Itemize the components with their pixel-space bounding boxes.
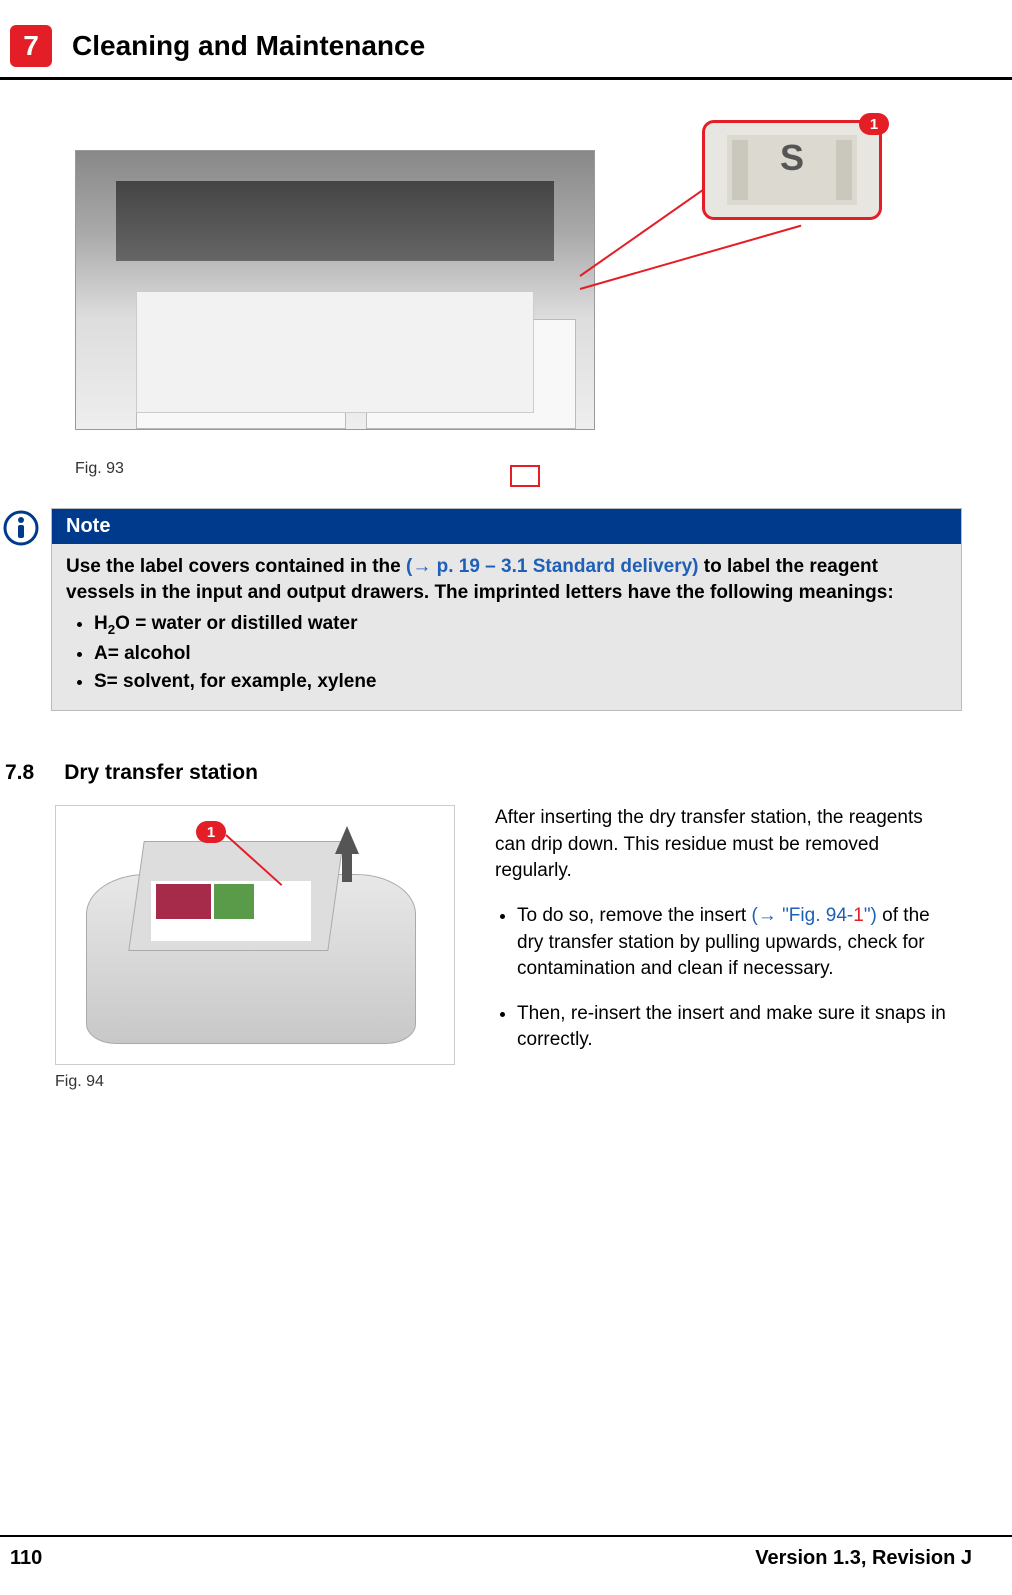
up-arrow-icon bbox=[335, 826, 359, 854]
drawer-right bbox=[366, 319, 576, 429]
note-item-alcohol: A= alcohol bbox=[94, 641, 947, 667]
note-body: Use the label covers contained in the (→… bbox=[52, 544, 961, 710]
section-number: 7.8 bbox=[5, 761, 34, 785]
section-7-8-heading: 7.8 Dry transfer station bbox=[5, 761, 972, 785]
section-7-8-text: After inserting the dry transfer station… bbox=[495, 805, 972, 1072]
callout-marker-1: 1 bbox=[196, 821, 226, 843]
note-list: H2O = water or distilled water A= alcoho… bbox=[66, 611, 947, 694]
page-number: 110 bbox=[10, 1547, 42, 1570]
figure-93: S 1 bbox=[55, 120, 972, 440]
callout-marker-1: 1 bbox=[859, 113, 889, 135]
tray-element bbox=[214, 884, 254, 919]
note-crossref-link[interactable]: (→ p. 19 – 3.1 Standard delivery) bbox=[406, 556, 699, 577]
intro-paragraph: After inserting the dry transfer station… bbox=[495, 805, 952, 885]
step-reinsert: Then, re-insert the insert and make sure… bbox=[517, 1001, 952, 1054]
up-arrow-icon bbox=[342, 852, 352, 882]
chapter-number-badge: 7 bbox=[10, 25, 52, 67]
chapter-title: Cleaning and Maintenance bbox=[72, 30, 425, 62]
section-title: Dry transfer station bbox=[64, 761, 258, 785]
note-title: Note bbox=[52, 509, 961, 544]
tray-element bbox=[156, 884, 211, 919]
info-icon bbox=[3, 510, 39, 546]
version-text: Version 1.3, Revision J bbox=[755, 1547, 972, 1570]
figure-94-caption: Fig. 94 bbox=[55, 1073, 455, 1091]
fig-crossref-link[interactable]: (→ "Fig. 94-1") bbox=[751, 905, 876, 926]
drawer-left bbox=[136, 319, 346, 429]
s-label-cover: S bbox=[727, 135, 857, 205]
page-footer: 110 Version 1.3, Revision J bbox=[0, 1535, 1012, 1570]
page-header: 7 Cleaning and Maintenance bbox=[0, 0, 1012, 80]
note-box: Note Use the label covers contained in t… bbox=[3, 508, 962, 711]
note-item-solvent: S= solvent, for example, xylene bbox=[94, 669, 947, 695]
note-item-h2o: H2O = water or distilled water bbox=[94, 611, 947, 639]
note-text-before: Use the label covers contained in the bbox=[66, 556, 406, 577]
step-remove-insert: To do so, remove the insert (→ "Fig. 94-… bbox=[517, 903, 952, 983]
figure-94: 1 bbox=[55, 805, 455, 1065]
figure-93-callout: S 1 bbox=[702, 120, 882, 220]
figure-93-photo bbox=[75, 150, 595, 430]
callout-line bbox=[580, 225, 802, 290]
